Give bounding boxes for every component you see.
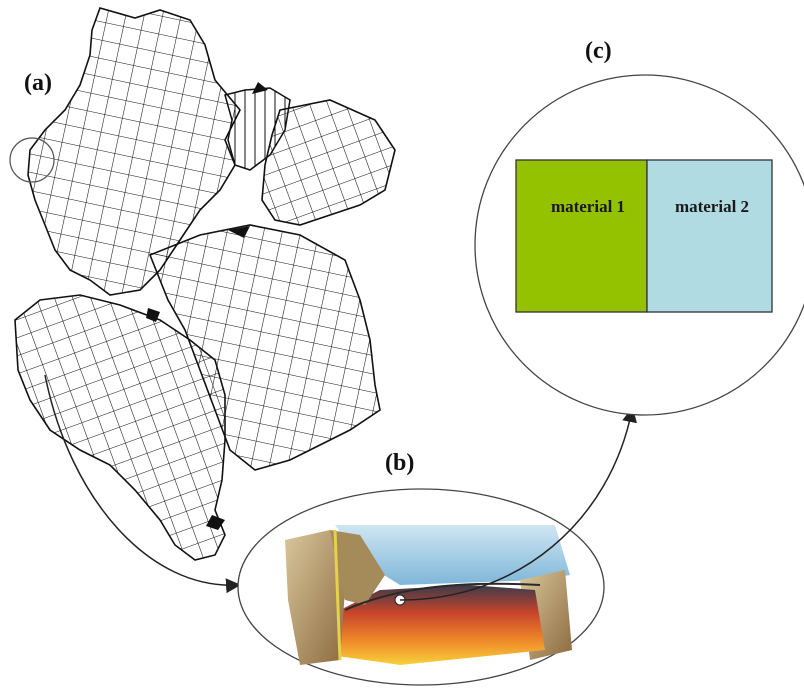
panel-label-a: (a) <box>24 70 52 96</box>
material-2-label: material 2 <box>675 197 749 216</box>
materials-circle: material 1 material 2 <box>474 74 804 416</box>
arrow-b-to-c <box>399 407 637 601</box>
material-2-block <box>646 159 773 313</box>
material-1-label: material 1 <box>551 197 625 216</box>
cross-section-block-icon <box>237 488 605 686</box>
arrow-a-to-b <box>44 374 241 594</box>
world-map-grid-icon <box>9 7 396 561</box>
panel-label-c: (c) <box>585 38 612 64</box>
panel-label-b: (b) <box>385 450 415 476</box>
material-1-block <box>515 159 648 313</box>
